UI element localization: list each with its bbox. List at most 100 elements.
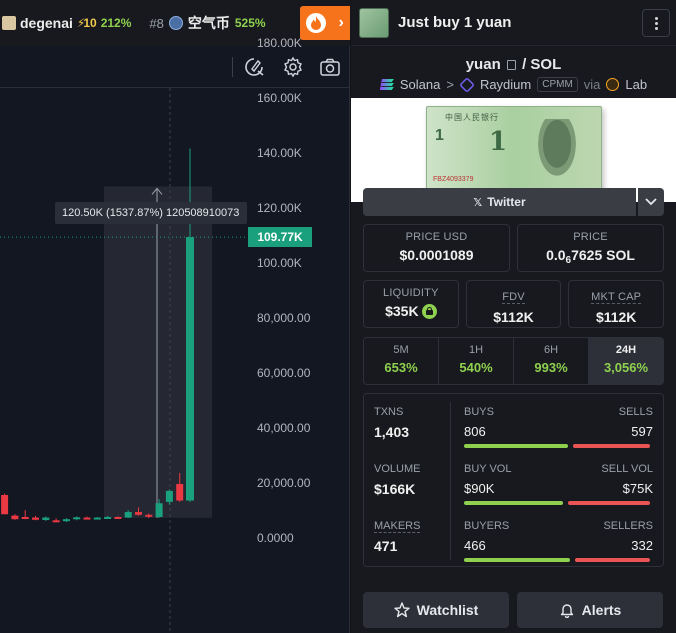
makers-label[interactable]: MAKERS: [374, 520, 421, 533]
launchpad-name[interactable]: Lab: [625, 77, 648, 92]
ticker-token-name: degenai: [20, 15, 73, 31]
route-chevron: >: [446, 77, 454, 92]
buyers-value: 466: [464, 538, 486, 553]
candle: [32, 515, 39, 521]
candle-body: [165, 490, 173, 502]
candle-body: [73, 517, 81, 520]
buy-volume-label: BUY VOL: [464, 463, 512, 475]
tab-label: 5M: [393, 344, 409, 356]
candle: [165, 489, 173, 505]
price-sol-label: PRICE: [573, 231, 608, 243]
mktcap-label[interactable]: MKT CAP: [591, 291, 642, 304]
y-tick-label: 0.0000: [257, 531, 294, 545]
gear-icon[interactable]: [282, 56, 304, 78]
tab-change: 653%: [384, 360, 418, 375]
measure-arrow-head: [151, 187, 163, 195]
candlestick-plot[interactable]: [0, 88, 350, 633]
mktcap-card: MKT CAP $112K: [568, 280, 665, 328]
price-usd-value: $0.0001089: [399, 247, 474, 263]
sellers-value: 332: [631, 538, 653, 553]
camera-icon[interactable]: [319, 56, 341, 78]
candle-body: [42, 517, 50, 521]
txns-value: 1,403: [374, 424, 410, 440]
chain-name[interactable]: Solana: [399, 77, 441, 92]
buy-volume-value: $90K: [464, 481, 495, 496]
txns-label: TXNS: [374, 406, 404, 418]
pair-label: yuan / SOL: [351, 56, 676, 73]
candle: [104, 516, 112, 519]
watchlist-label: Watchlist: [416, 602, 479, 618]
candle-body: [114, 517, 122, 519]
x-logo-icon: 𝕏: [473, 196, 483, 209]
liquidity-card: LIQUIDITY $35K: [363, 280, 459, 328]
y-tick-label: 40,000.00: [257, 421, 311, 435]
social-links: 𝕏 Twitter: [363, 188, 664, 216]
candle: [11, 514, 19, 520]
candle-body: [176, 484, 184, 501]
liquidity-label: LIQUIDITY: [383, 287, 439, 299]
alerts-button[interactable]: Alerts: [517, 592, 663, 628]
y-tick-label: 100.00K: [257, 256, 302, 270]
ticker-item-2[interactable]: #8 空气币 525%: [139, 13, 265, 33]
tab-24h[interactable]: 24H 3,056%: [589, 338, 663, 384]
y-tick-label: 120.00K: [257, 201, 302, 215]
buyers-bar: [464, 558, 570, 562]
candle: [93, 517, 101, 520]
ticker-change: 212%: [100, 16, 132, 30]
candle-body: [186, 237, 194, 501]
tab-label: 24H: [615, 344, 637, 356]
tab-1h[interactable]: 1H 540%: [439, 338, 514, 384]
copy-icon[interactable]: [506, 60, 516, 70]
launchpad-logo-icon: [606, 78, 620, 91]
bell-icon: [560, 604, 573, 618]
candle: [145, 513, 153, 519]
candle: [21, 510, 29, 520]
lock-icon[interactable]: [421, 304, 437, 319]
y-tick-label: 140.00K: [257, 146, 302, 160]
fdv-label[interactable]: FDV: [502, 291, 525, 304]
liquidity-value: $35K: [385, 303, 419, 319]
makers-value: 471: [374, 538, 398, 554]
trending-fire-button[interactable]: ›: [300, 6, 350, 40]
flame-icon: [306, 13, 327, 33]
kebab-menu-icon[interactable]: [642, 9, 670, 37]
watchlist-button[interactable]: Watchlist: [363, 592, 509, 628]
price-sol-zero-count: 6: [565, 255, 572, 266]
pair-quote: SOL: [530, 56, 562, 73]
panel-header: Just buy 1 yuan: [351, 0, 676, 46]
price-sol-card: PRICE 0.067625 SOL: [517, 224, 664, 272]
chevron-right-icon: ›: [338, 14, 344, 31]
pair-separator: /: [522, 56, 527, 73]
candle-body: [62, 519, 70, 522]
y-tick-label: 160.00K: [257, 91, 302, 105]
coin-icon: [168, 16, 183, 30]
candle: [83, 516, 91, 520]
ticker-item-1[interactable]: degenai ⚡ 10 212%: [2, 15, 131, 31]
y-tick-label: 20,000.00: [257, 476, 311, 490]
candle-body: [83, 517, 91, 520]
mktcap-value: $112K: [595, 309, 637, 325]
candle-body: [32, 517, 39, 520]
tab-change: 3,056%: [603, 360, 649, 375]
sell-volume-bar: [568, 501, 650, 505]
token-avatar: [359, 7, 389, 38]
buys-bar: [464, 444, 568, 448]
dex-name[interactable]: Raydium: [479, 77, 532, 92]
star-icon: [393, 602, 410, 618]
tab-label: 6H: [543, 344, 559, 356]
ticker-change: 525%: [234, 16, 266, 30]
price-chart[interactable]: 180.00K 160.00K 140.00K 120.00K 100.00K 80,00…: [0, 36, 350, 633]
tab-6h[interactable]: 6H 993%: [514, 338, 589, 384]
candle-body: [104, 517, 112, 519]
ticker-rank: #8: [149, 15, 164, 31]
candle-body: [155, 503, 163, 517]
social-dropdown-button[interactable]: [638, 188, 664, 216]
candle: [62, 518, 70, 522]
price-sol-rest: 7625 SOL: [571, 247, 635, 263]
y-tick-label: 180.00K: [257, 36, 302, 50]
sells-bar: [573, 444, 650, 448]
banknote-value: 1: [489, 127, 508, 157]
pencil-cursor-icon[interactable]: [243, 56, 265, 78]
twitter-button[interactable]: 𝕏 Twitter: [363, 188, 636, 216]
tab-5m[interactable]: 5M 653%: [364, 338, 439, 384]
